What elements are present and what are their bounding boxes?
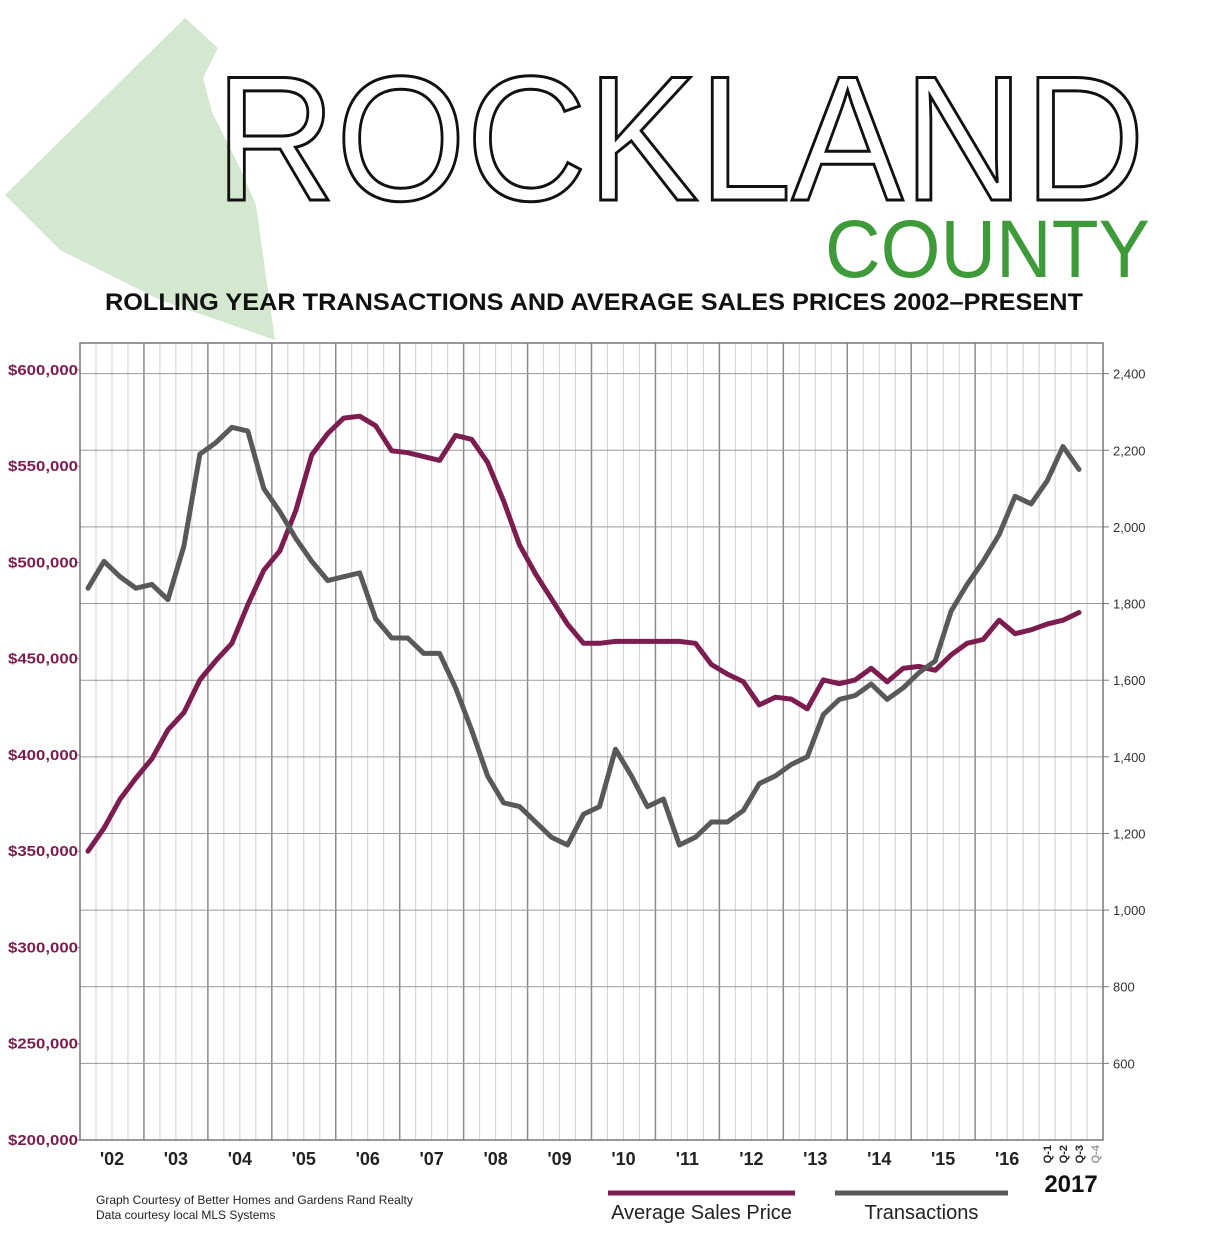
x-tick-label: '06 [356, 1149, 380, 1169]
series-line [85, 424, 1082, 848]
y2-tick-label: 1,400 [1113, 750, 1146, 765]
y2-tick-label: 2,400 [1113, 367, 1146, 382]
y2-tick-label: 1,200 [1113, 826, 1146, 841]
x-tick-label: '15 [931, 1149, 955, 1169]
subtitle: COUNTY [825, 204, 1150, 295]
legend-label: Average Sales Price [611, 1202, 792, 1224]
legend-label: Transactions [865, 1202, 979, 1224]
y2-tick-label: 600 [1113, 1056, 1135, 1071]
series-line [85, 413, 1082, 854]
x-tick-label: '16 [995, 1149, 1019, 1169]
x-tick-label: Q-2 [1058, 1145, 1070, 1163]
y-tick-label: $300,000 [8, 939, 78, 956]
y-tick-label: $400,000 [8, 747, 78, 764]
credit-line: Graph Courtesy of Better Homes and Garde… [96, 1193, 413, 1207]
x-tick-label: '14 [867, 1149, 891, 1169]
credit-line: Data courtesy local MLS Systems [96, 1208, 275, 1222]
x-tick-label: '12 [739, 1149, 763, 1169]
x-tick-label: '08 [483, 1149, 507, 1169]
y-tick-label: $500,000 [8, 554, 78, 571]
y-tick-label: $200,000 [8, 1132, 78, 1149]
x-tick-label: '05 [292, 1149, 316, 1169]
x-tick-label: Q-3 [1074, 1145, 1086, 1163]
x-group-label: 2017 [1044, 1171, 1097, 1198]
y2-tick-label: 1,800 [1113, 597, 1146, 612]
x-tick-label: '10 [611, 1149, 635, 1169]
x-tick-label: '04 [228, 1149, 252, 1169]
heading: ROLLING YEAR TRANSACTIONS AND AVERAGE SA… [105, 289, 1083, 316]
y-tick-label: $600,000 [8, 362, 78, 379]
title: ROCKLAND [215, 39, 1145, 238]
x-tick-label: '09 [547, 1149, 571, 1169]
x-tick-label: Q-4 [1090, 1144, 1102, 1163]
x-tick-label: '02 [100, 1149, 124, 1169]
y2-tick-label: 2,000 [1113, 520, 1146, 535]
plot-frame [79, 342, 1104, 1141]
x-tick-label: '11 [676, 1149, 699, 1169]
y-tick-label: $350,000 [8, 843, 78, 860]
y-tick-label: $250,000 [8, 1036, 78, 1053]
y-tick-label: $550,000 [8, 458, 78, 475]
y2-tick-label: 1,600 [1113, 673, 1146, 688]
x-tick-label: '07 [420, 1149, 444, 1169]
county-map-shape [5, 18, 275, 340]
x-tick-label: Q-1 [1042, 1145, 1054, 1163]
x-tick-label: '03 [164, 1149, 188, 1169]
y2-tick-label: 1,000 [1113, 903, 1146, 918]
y2-tick-label: 800 [1113, 980, 1135, 995]
x-tick-label: '13 [803, 1149, 827, 1169]
y-tick-label: $450,000 [8, 651, 78, 668]
y2-tick-label: 2,200 [1113, 443, 1146, 458]
